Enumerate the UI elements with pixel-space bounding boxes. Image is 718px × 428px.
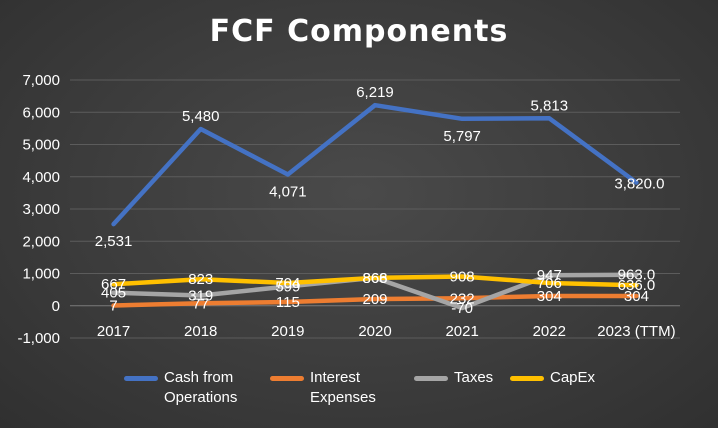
data-label: 963.0 bbox=[618, 267, 656, 284]
chart-title: FCF Components bbox=[209, 14, 509, 49]
y-tick-label: 1,000 bbox=[22, 266, 60, 283]
data-label: 209 bbox=[362, 291, 387, 308]
data-label: 868 bbox=[362, 270, 387, 287]
legend-item: Cash from Operations bbox=[124, 368, 237, 408]
data-label: 232 bbox=[450, 290, 475, 307]
series-line-cash-from-operations bbox=[111, 102, 639, 227]
data-label: 304 bbox=[624, 288, 649, 305]
data-label: 4,071 bbox=[269, 183, 307, 200]
x-tick-label: 2018 bbox=[184, 323, 217, 340]
data-label: 7 bbox=[109, 298, 117, 315]
legend-label: Interest Expenses bbox=[310, 369, 376, 406]
y-tick-label: 0 bbox=[52, 298, 60, 315]
x-tick-label: 2022 bbox=[533, 323, 566, 340]
x-tick-label: 2017 bbox=[97, 323, 130, 340]
data-label: 636.0 bbox=[618, 277, 656, 294]
data-label: 6,219 bbox=[356, 84, 394, 101]
data-label: 667 bbox=[101, 276, 126, 293]
y-tick-label: 6,000 bbox=[22, 104, 60, 121]
data-label: 77 bbox=[192, 295, 209, 312]
y-tick-label: 2,000 bbox=[22, 233, 60, 250]
data-label: 823 bbox=[188, 271, 213, 288]
data-label: -70 bbox=[451, 300, 473, 317]
data-label: 2,531 bbox=[95, 233, 133, 250]
x-tick-label: 2019 bbox=[271, 323, 304, 340]
y-tick-label: 3,000 bbox=[22, 201, 60, 218]
legend-swatch bbox=[270, 376, 304, 381]
y-tick-label: 4,000 bbox=[22, 169, 60, 186]
data-label: 599 bbox=[275, 278, 300, 295]
legend-swatch bbox=[510, 376, 544, 381]
data-label: 704 bbox=[275, 275, 300, 292]
data-label: 5,480 bbox=[182, 108, 220, 125]
y-tick-label: 5,000 bbox=[22, 137, 60, 154]
legend-swatch bbox=[124, 376, 158, 381]
legend-label: Cash from Operations bbox=[164, 369, 238, 406]
data-label: 866 bbox=[362, 270, 387, 287]
x-tick-label: 2023 (TTM) bbox=[597, 323, 675, 340]
legend-label: Taxes bbox=[454, 369, 494, 386]
data-label: 5,797 bbox=[443, 128, 481, 145]
data-label: 5,813 bbox=[531, 97, 569, 114]
data-label: 115 bbox=[276, 294, 300, 311]
data-label: 908 bbox=[450, 268, 475, 285]
legend-item: Taxes bbox=[414, 368, 493, 388]
legend-label: CapEx bbox=[550, 369, 596, 386]
legend-item: CapEx bbox=[510, 368, 595, 388]
data-label: 947 bbox=[537, 267, 562, 284]
y-tick-label: 7,000 bbox=[22, 72, 60, 89]
data-label: 3,820.0 bbox=[614, 176, 664, 193]
data-label: 319 bbox=[188, 287, 213, 304]
series-line-capex bbox=[111, 274, 639, 288]
data-label: 304 bbox=[537, 288, 562, 305]
data-label: 706 bbox=[537, 275, 562, 292]
x-tick-label: 2021 bbox=[445, 323, 478, 340]
legend: Cash from Operations Interest Expenses Taxes… bbox=[0, 368, 718, 418]
series-line-interest-expenses bbox=[111, 293, 639, 308]
x-tick-label: 2020 bbox=[358, 323, 391, 340]
data-label: 405 bbox=[101, 285, 126, 302]
legend-item: Interest Expenses bbox=[270, 368, 376, 408]
legend-swatch bbox=[414, 376, 448, 381]
y-tick-label: -1,000 bbox=[17, 330, 60, 347]
